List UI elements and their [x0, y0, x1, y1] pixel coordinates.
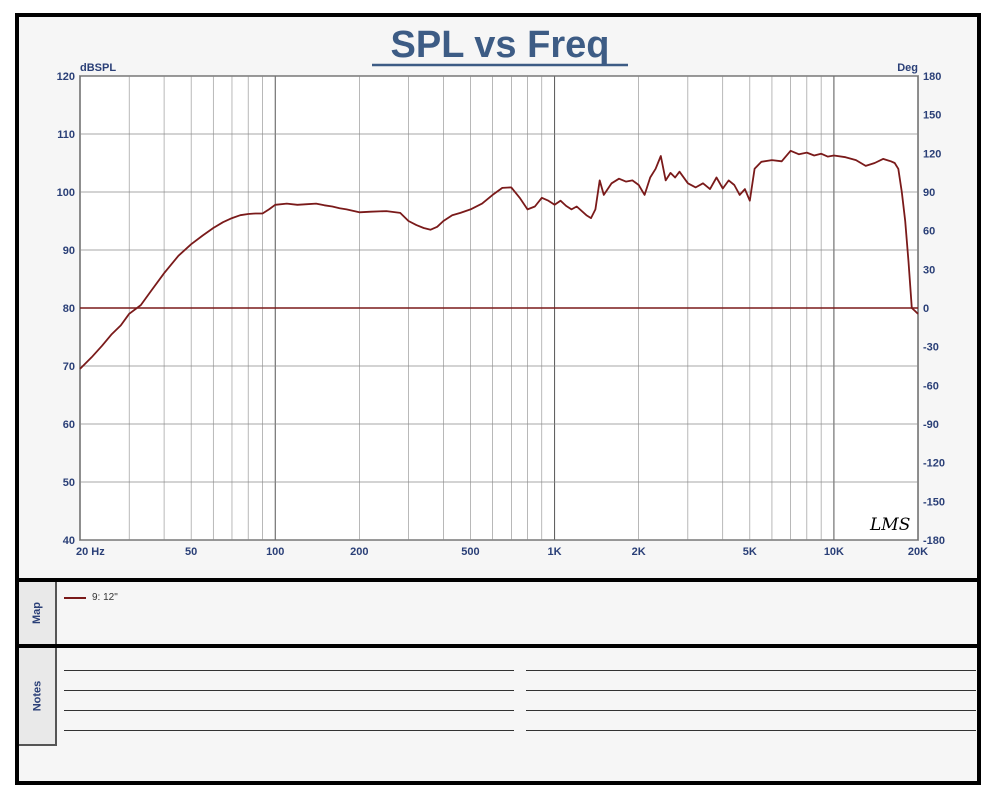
- notes-tab[interactable]: Notes: [19, 648, 57, 746]
- y2-tick-label: 60: [923, 226, 935, 238]
- note-line: [526, 670, 976, 671]
- note-line: [526, 730, 976, 731]
- note-line: [64, 690, 514, 691]
- note-line: [526, 710, 976, 711]
- note-line: [526, 690, 976, 691]
- note-line: [64, 730, 514, 731]
- y-tick-label: 100: [57, 187, 75, 199]
- y-tick-label: 90: [63, 245, 75, 257]
- y2-ticks: 180 150 120 90 60 30 0 -30 -60 -90 -120 -150 -180: [923, 71, 945, 547]
- x-tick-label: 20 Hz: [76, 546, 105, 558]
- map-tab-label: Map: [31, 602, 43, 624]
- spl-series-line: [79, 149, 919, 370]
- y2-tick-label: -30: [923, 342, 939, 354]
- note-line: [64, 710, 514, 711]
- x-tick-label: 200: [350, 546, 368, 558]
- notes-tab-label: Notes: [31, 680, 43, 712]
- map-separator: [15, 578, 981, 582]
- y2-tick-label: 120: [923, 148, 941, 160]
- y2-tick-label: -150: [923, 496, 945, 508]
- y-tick-label: 120: [57, 71, 75, 83]
- x-tick-label: 1K: [548, 546, 562, 558]
- y-tick-label: 40: [63, 535, 75, 547]
- y2-tick-label: 150: [923, 110, 941, 122]
- note-line: [64, 670, 514, 671]
- map-tab[interactable]: Map: [19, 582, 57, 644]
- y-tick-label: 70: [63, 361, 75, 373]
- notes-separator: [15, 644, 981, 648]
- y2-tick-label: -180: [923, 535, 945, 547]
- y2-tick-label: -120: [923, 458, 945, 470]
- y-tick-label: 60: [63, 419, 75, 431]
- y2-axis-label: Deg: [897, 62, 918, 74]
- x-tick-label: 10K: [824, 546, 844, 558]
- chart-title: SPL vs Freq: [391, 24, 610, 66]
- y2-tick-label: -60: [923, 380, 939, 392]
- y2-tick-label: 0: [923, 303, 929, 315]
- y-tick-label: 110: [57, 129, 75, 141]
- legend-label: 9: 12": [92, 592, 118, 603]
- x-tick-label: 50: [185, 546, 197, 558]
- y-tick-label: 50: [63, 477, 75, 489]
- y-ticks: 120 110 100 90 80 70 60 50 40: [57, 71, 75, 547]
- y-axis-label: dBSPL: [80, 62, 116, 74]
- y2-tick-label: -90: [923, 419, 939, 431]
- y-tick-label: 80: [63, 303, 75, 315]
- y2-tick-label: 90: [923, 187, 935, 199]
- x-tick-label: 20K: [908, 546, 928, 558]
- series-layer: [79, 149, 919, 370]
- y2-tick-label: 180: [923, 71, 941, 83]
- x-tick-label: 100: [266, 546, 284, 558]
- x-ticks: 20 Hz 50 100 200 500 1K 2K 5K 10K 20K: [76, 546, 928, 558]
- x-tick-label: 2K: [632, 546, 646, 558]
- y2-tick-label: 30: [923, 264, 935, 276]
- legend: 9: 12": [64, 592, 118, 603]
- legend-swatch: [64, 596, 86, 599]
- x-tick-label: 5K: [743, 546, 757, 558]
- x-tick-label: 500: [461, 546, 479, 558]
- lms-mark: LMS: [869, 515, 910, 535]
